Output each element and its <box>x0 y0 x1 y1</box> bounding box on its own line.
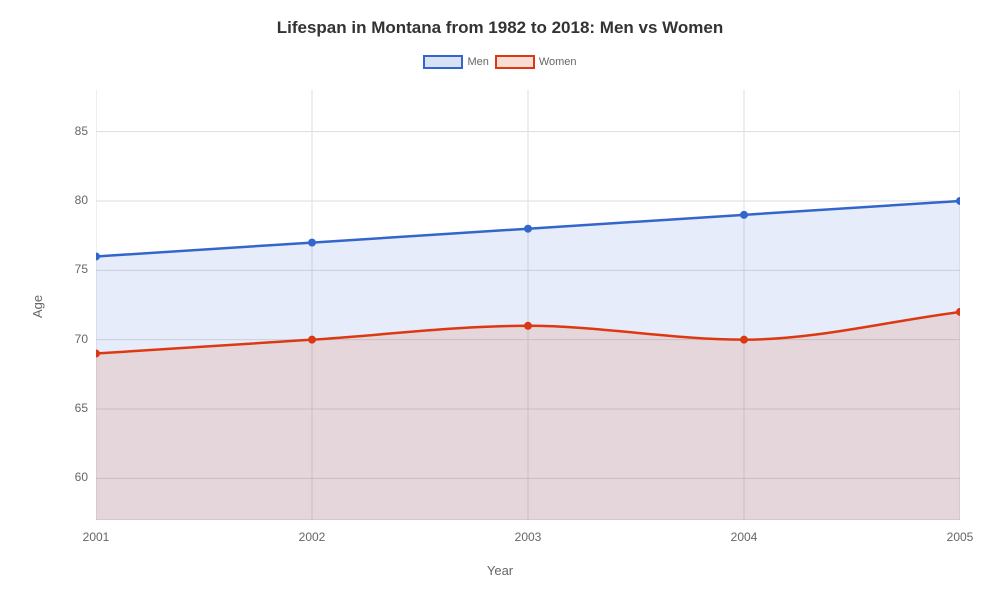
x-tick-label: 2004 <box>731 530 758 544</box>
y-tick-label: 60 <box>48 470 88 484</box>
x-tick-label: 2001 <box>83 530 110 544</box>
y-tick-label: 65 <box>48 401 88 415</box>
x-tick-label: 2005 <box>947 530 974 544</box>
y-tick-label: 80 <box>48 193 88 207</box>
y-tick-label: 85 <box>48 124 88 138</box>
legend-label-men: Men <box>467 56 488 68</box>
x-axis-label: Year <box>0 563 1000 578</box>
x-tick-label: 2003 <box>515 530 542 544</box>
y-tick-label: 75 <box>48 262 88 276</box>
chart-legend: Men Women <box>0 55 1000 69</box>
chart-title: Lifespan in Montana from 1982 to 2018: M… <box>0 18 1000 38</box>
lifespan-chart: Lifespan in Montana from 1982 to 2018: M… <box>0 0 1000 600</box>
x-tick-label: 2002 <box>299 530 326 544</box>
legend-item-women[interactable]: Women <box>495 55 577 69</box>
y-tick-label: 70 <box>48 332 88 346</box>
y-axis-label: Age <box>30 295 45 318</box>
legend-swatch-women <box>495 55 535 69</box>
legend-label-women: Women <box>539 56 577 68</box>
legend-item-men[interactable]: Men <box>423 55 488 69</box>
legend-swatch-men <box>423 55 463 69</box>
chart-plot-area <box>96 90 960 520</box>
